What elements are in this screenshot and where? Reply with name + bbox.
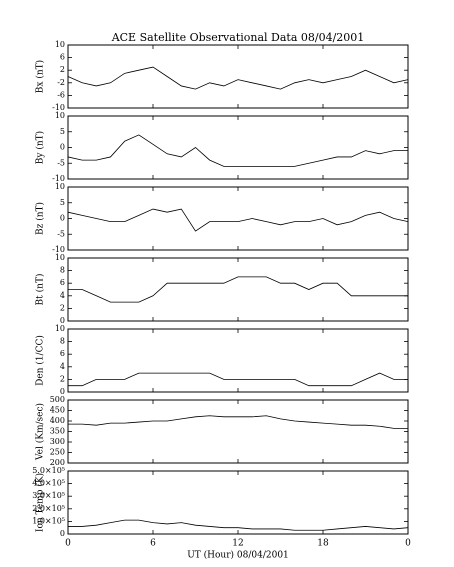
y-tick-label: 0 bbox=[60, 214, 65, 223]
y-tick-label: 5.0×10⁵ bbox=[32, 466, 65, 475]
y-tick-label: -10 bbox=[52, 103, 65, 112]
y-tick-label: 5 bbox=[60, 127, 65, 136]
y-tick-label: 5 bbox=[60, 198, 65, 207]
y-tick-label: 8 bbox=[60, 337, 65, 346]
y-tick-label: -10 bbox=[52, 174, 65, 183]
y-axis-label: Vel (Km/sec) bbox=[35, 403, 46, 461]
y-tick-label: 10 bbox=[55, 40, 65, 49]
y-tick-label: 10 bbox=[55, 111, 65, 120]
y-tick-label: 350 bbox=[50, 427, 65, 436]
x-tick-label: 0 bbox=[65, 539, 71, 549]
y-axis-label: Den (1/CC) bbox=[35, 335, 46, 386]
x-tick-label: 0 bbox=[405, 539, 411, 549]
panel-frame bbox=[67, 186, 409, 251]
y-axis-label: By (nT) bbox=[35, 131, 46, 164]
y-tick-label: 250 bbox=[50, 448, 65, 457]
y-tick-label: 500 bbox=[50, 395, 65, 404]
y-tick-label: 10 bbox=[55, 182, 65, 191]
y-tick-label: 6 bbox=[60, 53, 65, 62]
x-axis-label: UT (Hour) 08/04/2001 bbox=[187, 550, 289, 561]
y-tick-label: 300 bbox=[50, 437, 65, 446]
panel-frame bbox=[67, 470, 409, 535]
panel-frame bbox=[67, 328, 409, 393]
data-line bbox=[68, 519, 409, 531]
y-tick-label: 3.0×10⁵ bbox=[32, 491, 65, 500]
data-line bbox=[67, 208, 409, 232]
y-axis-label: Bx (nT) bbox=[35, 60, 46, 93]
y-tick-label: 6 bbox=[60, 278, 65, 287]
x-tick-label: 12 bbox=[232, 539, 243, 549]
y-tick-label: -10 bbox=[52, 245, 65, 254]
y-tick-label: 2 bbox=[60, 303, 65, 312]
y-tick-label: 2 bbox=[60, 65, 65, 74]
y-tick-label: -6 bbox=[57, 90, 65, 99]
y-tick-label: 200 bbox=[50, 458, 65, 467]
y-tick-label: 0 bbox=[60, 529, 65, 538]
panel-frame bbox=[67, 257, 409, 322]
panel-frame bbox=[67, 399, 409, 464]
y-tick-label: 400 bbox=[50, 416, 65, 425]
x-tick-label: 6 bbox=[150, 539, 156, 549]
y-axis-label: Ion Temp (K) bbox=[35, 473, 46, 532]
data-line bbox=[67, 134, 408, 167]
y-tick-label: -5 bbox=[57, 158, 65, 167]
y-tick-label: 6 bbox=[60, 349, 65, 358]
y-tick-label: 2.0×10⁵ bbox=[32, 504, 65, 513]
y-tick-label: 8 bbox=[60, 266, 65, 275]
y-tick-label: 0 bbox=[60, 387, 65, 396]
panel-frame bbox=[67, 44, 409, 109]
y-tick-label: -2 bbox=[57, 78, 65, 87]
y-tick-label: -5 bbox=[57, 229, 65, 238]
y-tick-label: 1.0×10⁵ bbox=[32, 516, 65, 525]
y-tick-label: 4 bbox=[60, 362, 65, 371]
y-tick-label: 450 bbox=[50, 406, 65, 415]
y-tick-label: 10 bbox=[55, 324, 65, 333]
data-line bbox=[68, 276, 408, 303]
data-line bbox=[68, 372, 408, 387]
y-tick-label: 2 bbox=[60, 374, 65, 383]
x-tick-label: 18 bbox=[317, 539, 329, 549]
y-axis-label: Bz (nT) bbox=[35, 202, 46, 235]
y-tick-label: 4 bbox=[60, 291, 65, 300]
y-tick-label: 10 bbox=[55, 253, 65, 262]
chart-title: ACE Satellite Observational Data 08/04/2… bbox=[111, 31, 365, 44]
y-tick-label: 0 bbox=[60, 316, 65, 325]
y-tick-label: 4.0×10⁵ bbox=[32, 479, 65, 488]
y-tick-label: 0 bbox=[60, 143, 65, 152]
data-line bbox=[68, 415, 408, 429]
y-axis-label: Bt (nT) bbox=[35, 274, 46, 306]
data-line bbox=[67, 66, 409, 90]
